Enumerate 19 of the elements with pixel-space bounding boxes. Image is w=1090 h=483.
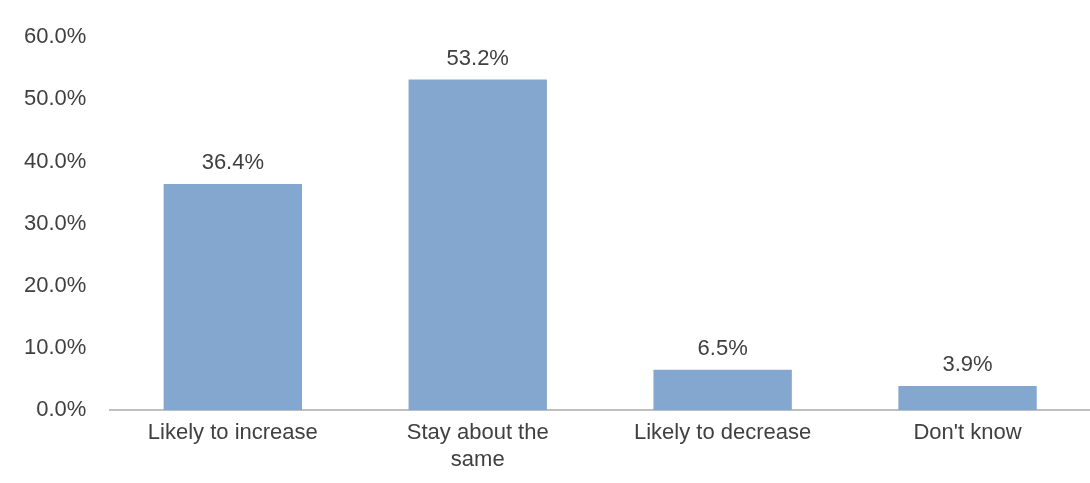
y-tick-label: 0.0% [36, 396, 87, 422]
x-tick-label: Likely to increase [147, 419, 318, 445]
data-label: 3.9% [942, 351, 993, 377]
y-tick-label: 60.0% [23, 23, 87, 49]
bar [653, 369, 792, 411]
x-tick-label: Don't know [913, 419, 1022, 445]
x-tick-label: Stay about the same [406, 419, 549, 471]
y-tick-label: 40.0% [23, 147, 87, 173]
y-tick-label: 50.0% [23, 85, 87, 111]
data-label: 53.2% [446, 44, 509, 70]
bar [898, 385, 1037, 411]
bar [408, 79, 547, 411]
x-tick-label: Likely to decrease [633, 419, 812, 445]
y-tick-label: 20.0% [23, 271, 87, 297]
data-label: 36.4% [201, 148, 265, 174]
y-tick-label: 10.0% [23, 334, 87, 360]
bar [163, 183, 303, 411]
data-label: 6.5% [697, 334, 748, 360]
y-tick-label: 30.0% [23, 209, 87, 235]
